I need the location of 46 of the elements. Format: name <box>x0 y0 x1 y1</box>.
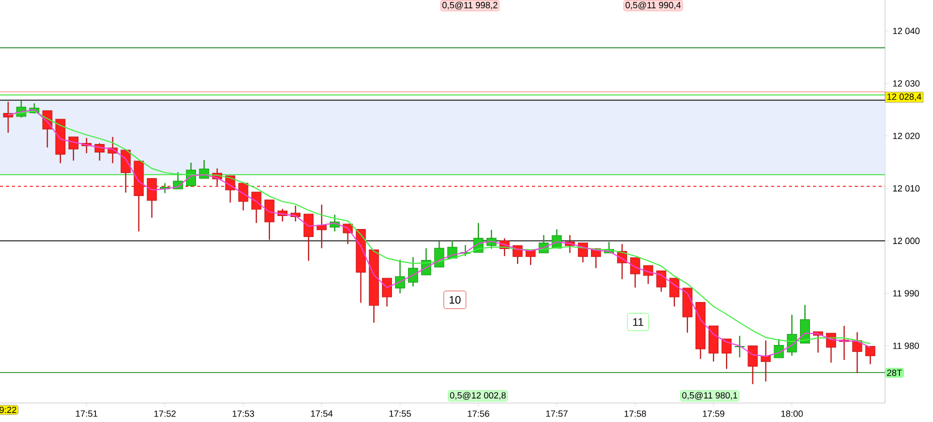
candlestick <box>865 346 876 365</box>
candlestick <box>760 340 771 382</box>
annotation: 0,5@11 990,4 <box>626 2 681 10</box>
y-tick-label: 12 030 <box>893 80 920 87</box>
x-tick-label: 17:59 <box>702 410 724 417</box>
y-tick-label: 12 010 <box>893 185 920 192</box>
candlestick <box>408 256 418 288</box>
candlestick <box>643 264 654 284</box>
candlestick <box>251 191 262 224</box>
candlestick <box>748 345 758 385</box>
y-tick-label: 12 000 <box>893 238 920 244</box>
y-tick-label: 12 020 <box>893 132 920 140</box>
x-tick-label: 17:58 <box>624 410 646 417</box>
x-tick-label: 18:00 <box>781 410 803 417</box>
x-tick-label: 17:55 <box>390 410 411 417</box>
text: 28T <box>887 370 902 376</box>
candlestick <box>669 278 680 308</box>
candlestick <box>630 257 640 288</box>
candlestick <box>264 199 274 240</box>
annotation: 0,5@11 980,1 <box>682 392 738 400</box>
candlestick <box>800 304 810 344</box>
x-tick-label: 17:53 <box>232 410 254 417</box>
annotation: 10 <box>450 296 461 304</box>
candlestick <box>238 182 248 212</box>
candlestick <box>774 338 784 358</box>
annotation: 11 <box>633 318 644 326</box>
candlestick <box>656 270 666 292</box>
annotation: 0,5@12 002,8 <box>450 392 506 400</box>
x-tick-label: 17:54 <box>311 410 333 417</box>
text: 9:22 <box>0 406 16 414</box>
x-tick-label: 17:57 <box>546 410 568 417</box>
candlestick <box>120 149 131 194</box>
x-tick-label: 17:56 <box>468 410 490 417</box>
annotation: 0,5@11 998,2 <box>442 2 498 10</box>
y-tick-label: 11 990 <box>893 290 919 297</box>
candlestick <box>382 278 392 308</box>
y-tick-label: 12 040 <box>893 28 920 34</box>
x-tick-label: 17:52 <box>154 410 176 417</box>
candlestick <box>68 136 78 162</box>
ref-line-label: 12 028,4 <box>887 94 922 101</box>
x-tick-label: 17:51 <box>76 410 98 417</box>
candlestick <box>395 259 406 294</box>
y-tick-label: 11 980 <box>893 342 919 349</box>
candlestick <box>304 213 314 262</box>
candlestick <box>722 338 732 370</box>
candlestick <box>146 178 157 218</box>
